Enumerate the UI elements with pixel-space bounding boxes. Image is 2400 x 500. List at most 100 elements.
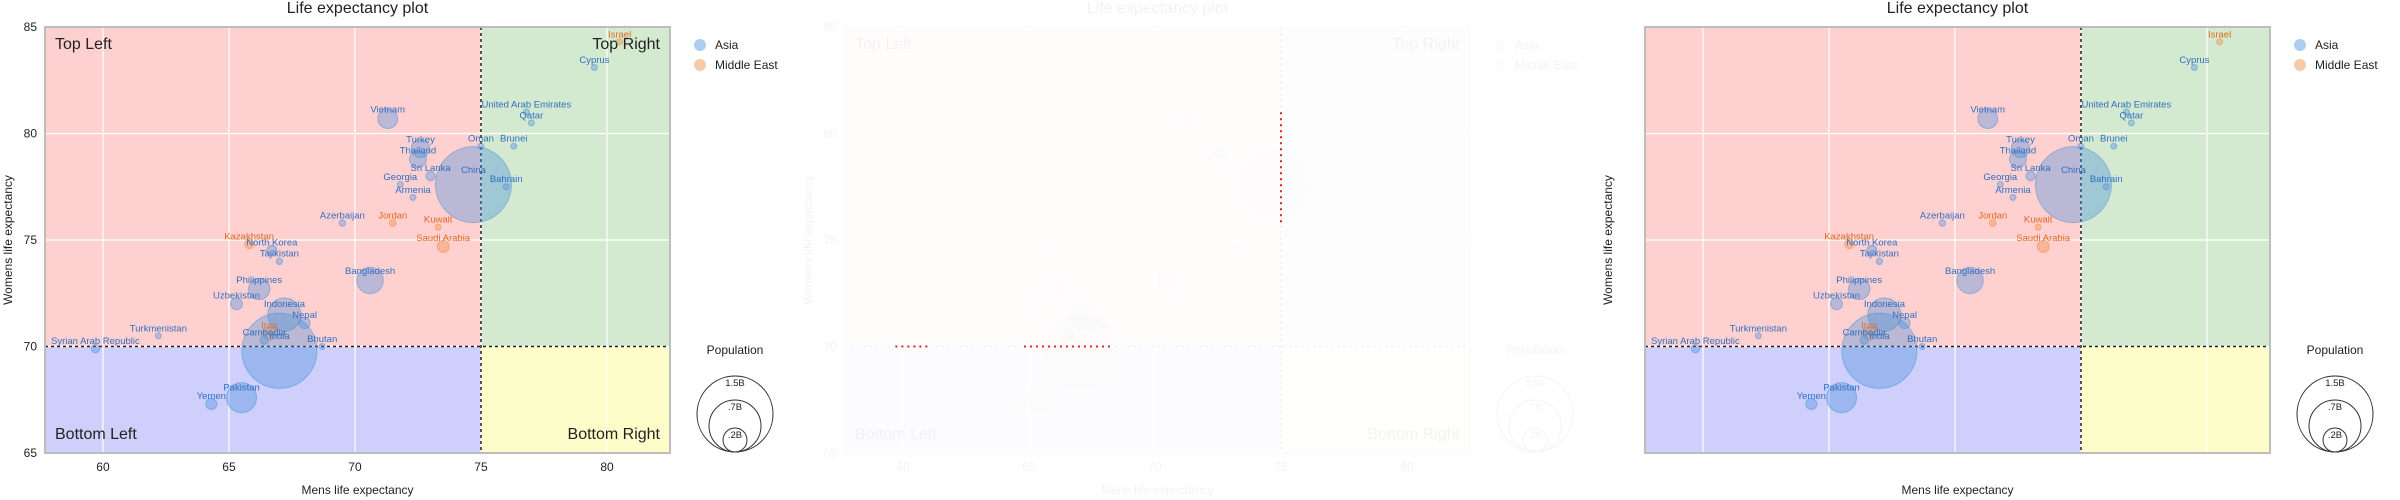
data-bubble (522, 108, 531, 116)
quadrant-top-left-bg (45, 27, 481, 347)
quadrant-label-bottom-left: Bottom Left (855, 426, 937, 443)
y-tick-label: 75 (824, 233, 838, 247)
size-legend-label: .2B (2328, 430, 2342, 441)
quadrant-label-bottom-right: Bottom Right (1368, 426, 1461, 443)
data-bubble (2190, 63, 2198, 71)
data-bubble (1303, 184, 1309, 190)
data-label: North Korea (246, 238, 298, 249)
data-bubble (510, 142, 518, 150)
quadrant-bottom-left-bg (45, 346, 481, 453)
quadrant-bottom-left-bg (845, 346, 1281, 453)
data-label: Iraq (1861, 320, 1877, 331)
data-label: Uzbekistan (213, 291, 260, 302)
size-legend-circle (1522, 427, 1548, 453)
data-bubble (1848, 277, 1871, 301)
data-bubble (1328, 120, 1334, 126)
data-label: Qatar (520, 110, 544, 121)
data-bubble (2110, 142, 2118, 150)
data-label: Yemen (1797, 391, 1826, 402)
chart-title: Life expectancy plot (1887, 0, 2029, 17)
data-bubble (2102, 183, 2110, 191)
data-label: Turkmenistan (1730, 323, 1787, 334)
x-tick-label: 80 (1400, 460, 1414, 474)
data-label: Syrian Arab Republic (1651, 336, 1740, 347)
data-bubble (1391, 64, 1397, 70)
quadrant-label-top-left: Top Left (855, 36, 912, 53)
data-bubble (1235, 224, 1241, 230)
y-tick-label: 65 (24, 446, 38, 460)
data-bubble (2034, 223, 2042, 231)
data-label: India (1869, 331, 1890, 342)
data-label: Israel (2208, 29, 2231, 40)
data-label: Georgia (1983, 172, 2018, 183)
size-legend-circle (2322, 427, 2348, 453)
plot-frame (844, 26, 1471, 454)
data-bubble (1210, 151, 1227, 168)
size-legend-title: Population (1507, 343, 1564, 357)
data-label: Sri Lanka (2011, 163, 2052, 174)
data-label: Iraq (261, 320, 277, 331)
data-bubble (1237, 240, 1249, 252)
y-tick-label: 70 (824, 340, 838, 354)
data-label: Nepal (1892, 310, 1917, 321)
x-tick-label: 75 (474, 460, 488, 474)
size-legend-label: .7B (2328, 402, 2342, 413)
data-label: Bangladesh (345, 266, 395, 277)
data-bubble (2009, 150, 2027, 169)
data-bubble (891, 344, 899, 352)
quadrant-bottom-right-bg (1280, 346, 1470, 453)
data-label: Turkmenistan (130, 323, 187, 334)
data-label: Syrian Arab Republic (51, 336, 140, 347)
size-legend-label: .7B (1528, 402, 1542, 413)
data-bubble (955, 333, 961, 339)
data-bubble (2216, 38, 2224, 46)
data-bubble (409, 150, 427, 169)
data-bubble (205, 397, 218, 411)
data-bubble (1690, 343, 1701, 354)
data-label: Tajikistan (260, 249, 299, 260)
data-label: Cyprus (2179, 55, 2209, 66)
data-bubble (1189, 220, 1196, 227)
data-label: Saudi Arabia (2016, 233, 2071, 244)
y-tick-label: 85 (24, 20, 38, 34)
data-bubble (262, 326, 277, 341)
y-tick-label: 70 (24, 340, 38, 354)
data-bubble (266, 244, 278, 257)
data-bubble (1027, 383, 1057, 413)
data-label: Turkey (406, 135, 435, 146)
data-label: Thailand (2000, 145, 2036, 156)
data-label: Jordan (378, 210, 407, 221)
data-bubble (1977, 108, 1999, 130)
quadrant-label-bottom-left: Bottom Left (55, 426, 137, 443)
legend-marker (2294, 39, 2306, 51)
data-bubble (1045, 240, 1054, 249)
chart-title: Life expectancy plot (1087, 0, 1229, 17)
y-axis-label: Womens life expectancy (801, 175, 815, 305)
chart-title: Life expectancy plot (287, 0, 429, 17)
data-bubble (230, 297, 243, 311)
data-label: Kazakhstan (224, 231, 274, 242)
data-bubble (1996, 181, 2004, 189)
legend-marker (1494, 39, 1506, 51)
quadrant-top-right-bg (480, 27, 670, 347)
size-legend-label: .2B (728, 430, 742, 441)
y-tick-label: 80 (824, 127, 838, 141)
data-bubble (154, 332, 162, 340)
y-axis-label: Womens life expectancy (1601, 175, 1615, 305)
size-legend-title: Population (2307, 343, 2364, 357)
data-bubble (1323, 109, 1329, 115)
data-bubble (2127, 119, 2135, 127)
data-bubble (1139, 220, 1145, 226)
x-tick-label: 70 (348, 460, 362, 474)
data-bubble (1805, 397, 1818, 411)
data-bubble (2010, 138, 2031, 159)
legend-label: Asia (2315, 38, 2339, 52)
x-tick-label: 60 (896, 460, 910, 474)
data-label: Saudi Arabia (416, 233, 471, 244)
legend-marker (2294, 59, 2306, 71)
data-label: Philippines (236, 275, 282, 286)
data-bubble (2034, 146, 2112, 224)
quadrant-bottom-left-bg (1645, 346, 2081, 453)
data-label: Indonesia (264, 299, 306, 310)
